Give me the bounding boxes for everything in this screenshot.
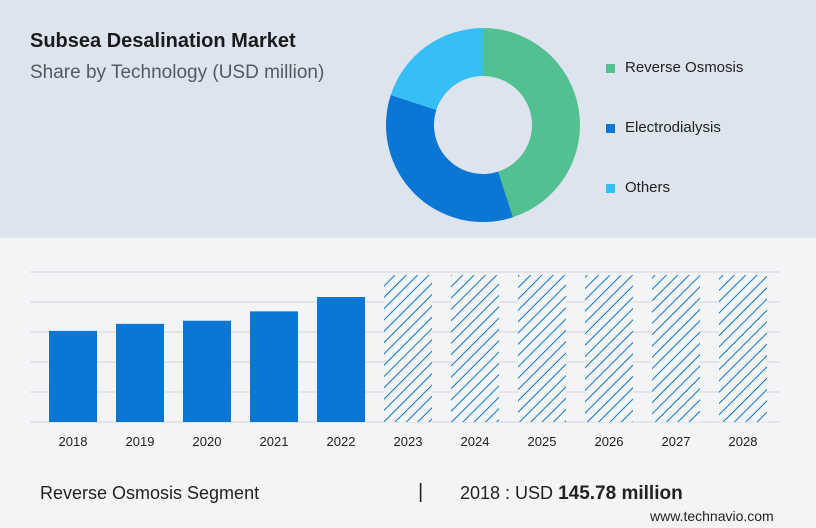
x-tick-label: 2026 [595,434,624,449]
chart-subtitle: Share by Technology (USD million) [30,62,325,83]
legend-swatch-reverse-osmosis [606,64,615,73]
x-tick-label: 2023 [394,434,423,449]
bar-2028 [719,275,767,422]
x-tick-label: 2025 [528,434,557,449]
bar-2027 [652,275,700,422]
x-tick-label: 2027 [662,434,691,449]
legend-swatch-electrodialysis [606,124,615,133]
x-tick-label: 2022 [327,434,356,449]
donut-slice-others [390,28,483,110]
chart-title: Subsea Desalination Market [30,30,296,52]
legend-label: Electrodialysis [625,119,721,136]
bar-2021 [250,311,298,422]
legend-label: Others [625,179,671,196]
bar-2020 [183,320,231,422]
x-tick-label: 2024 [461,434,490,449]
legend-swatch-others [606,184,615,193]
bar-2025 [518,275,566,422]
footer-stat: 2018 : USD 145.78 million [460,483,683,505]
bar-2018 [49,330,97,422]
x-tick-label: 2018 [59,434,88,449]
stat-prefix: 2018 : USD [460,483,554,503]
bar-2022 [317,297,365,422]
stat-value: 145.78 million [558,483,683,504]
bar-2023 [384,275,432,422]
x-tick-label: 2020 [193,434,222,449]
footer-divider: | [418,481,424,503]
donut-slice-reverse-osmosis [483,28,580,218]
legend-label: Reverse Osmosis [625,59,744,76]
source-url: www.technavio.com [650,508,774,524]
x-tick-label: 2028 [729,434,758,449]
x-tick-label: 2021 [260,434,289,449]
donut-chart [386,28,580,223]
bar-2019 [116,323,164,422]
bar-2026 [585,275,633,422]
donut-slice-electrodialysis [386,95,513,223]
x-tick-label: 2019 [126,434,155,449]
bar-chart: 2018 2019 2020 2021 2022 2023 2024 2025 2026 2027… [30,271,780,449]
bar-2024 [451,275,499,422]
segment-label: Reverse Osmosis Segment [40,483,260,503]
